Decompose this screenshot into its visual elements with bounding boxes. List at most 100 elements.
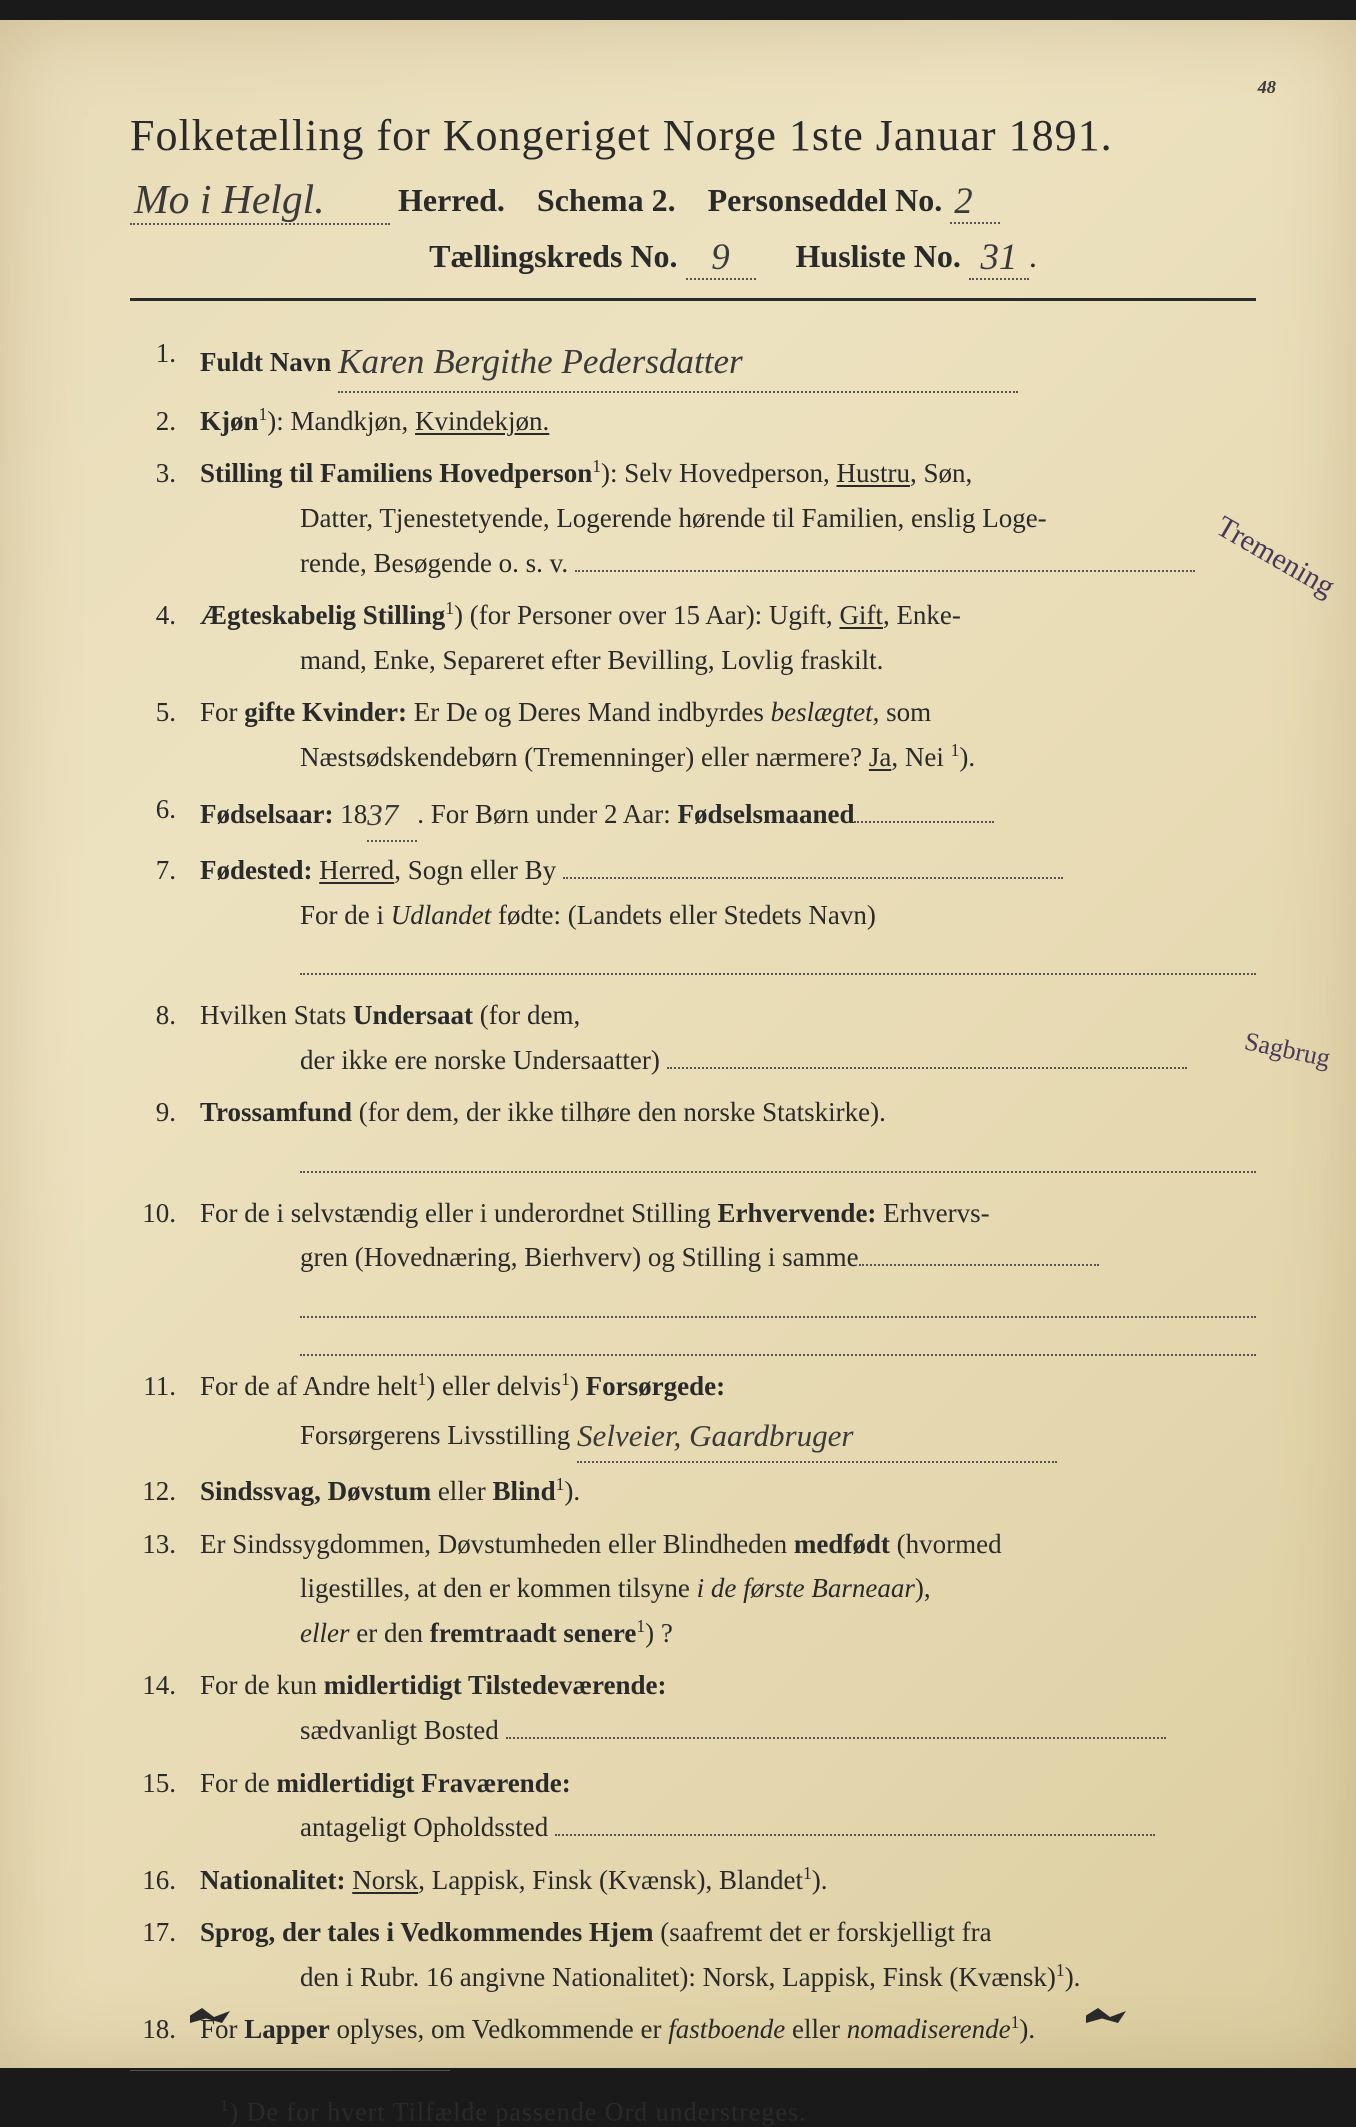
footnote-ref: 1: [592, 456, 601, 476]
field-text: ): Selv Hovedperson,: [601, 458, 836, 488]
herred-handwritten: Mo i Helgl.: [130, 175, 390, 225]
page-number-annotation: 48: [1258, 77, 1276, 98]
field-label: Stilling til Familiens Hovedperson: [200, 458, 592, 488]
row-number: 4.: [140, 593, 200, 682]
row-5-related: 5. For gifte Kvinder: Er De og Deres Man…: [140, 690, 1256, 779]
field-text: Er Sindssygdommen, Døvstumheden eller Bl…: [200, 1529, 794, 1559]
husliste-number: 31: [969, 235, 1029, 280]
footnote-text: ) De for hvert Tilfælde passende Ord und…: [229, 2097, 806, 2126]
header-line-kreds: Tællingskreds No. 9 Husliste No. 31.: [130, 233, 1256, 278]
field-label: Fødselsmaaned: [677, 799, 854, 829]
row-number: 10.: [140, 1191, 200, 1356]
form-body: 1. Fuldt Navn Karen Bergithe Pedersdatte…: [130, 331, 1256, 2052]
name-handwritten: Karen Bergithe Pedersdatter: [338, 333, 1018, 393]
blank-line: [300, 1135, 1256, 1173]
row-3-relation: 3. Stilling til Familiens Hovedperson1):…: [140, 451, 1256, 585]
row-number: 15.: [140, 1761, 200, 1850]
continuation-line: sædvanligt Bosted: [200, 1708, 1256, 1753]
husliste-label: Husliste No.: [796, 238, 961, 274]
kreds-number: 9: [686, 235, 756, 280]
field-text: Hvilken Stats: [200, 1000, 353, 1030]
row-16-nationality: 16. Nationalitet: Norsk, Lappisk, Finsk …: [140, 1858, 1256, 1903]
field-label: Fødested:: [200, 855, 312, 885]
field-text: , Søn,: [910, 458, 972, 488]
continuation-line: Forsørgerens Livsstilling Selveier, Gaar…: [200, 1408, 1256, 1461]
row-7-birthplace: 7. Fødested: Herred, Sogn eller By For d…: [140, 848, 1256, 975]
field-label: Forsørgede:: [586, 1371, 725, 1401]
footnote: 1) De for hvert Tilfælde passende Ord un…: [130, 2096, 1256, 2127]
field-text: eller: [431, 1476, 492, 1506]
blank-line: [300, 1318, 1256, 1356]
row-14-temp-present: 14. For de kun midlertidigt Tilstedevære…: [140, 1663, 1256, 1752]
field-text: ).: [1019, 2014, 1035, 2044]
italic-text: beslægtet: [771, 697, 873, 727]
form-title: Folketælling for Kongeriget Norge 1ste J…: [130, 110, 1256, 161]
row-17-language: 17. Sprog, der tales i Vedkommendes Hjem…: [140, 1910, 1256, 1999]
field-text: For de kun: [200, 1670, 324, 1700]
field-text: (for dem, der ikke tilhøre den norske St…: [352, 1097, 886, 1127]
field-text: (hvormed: [890, 1529, 1002, 1559]
census-form-page: 48 Tremening Sagbrug Folketælling for Ko…: [0, 20, 1356, 2068]
continuation-line: Næstsødskendebørn (Tremenninger) eller n…: [200, 735, 1256, 780]
field-text: ): [570, 1371, 586, 1401]
field-text: ) eller delvis: [426, 1371, 561, 1401]
field-label: gifte Kvinder:: [244, 697, 407, 727]
field-label: Erhvervende:: [717, 1198, 876, 1228]
continuation-line: der ikke ere norske Undersaatter): [200, 1038, 1256, 1083]
row-number: 7.: [140, 848, 200, 975]
italic-text: nomadiserende: [847, 2014, 1011, 2044]
field-text: oplyses, om Vedkommende er: [330, 2014, 668, 2044]
row-1-name: 1. Fuldt Navn Karen Bergithe Pedersdatte…: [140, 331, 1256, 391]
field-label: Fuldt Navn: [200, 347, 331, 377]
row-number: 13.: [140, 1522, 200, 1656]
field-label: Undersaat: [353, 1000, 473, 1030]
continuation-line: mand, Enke, Separeret efter Bevilling, L…: [200, 638, 1256, 683]
field-label: midlertidigt Tilstedeværende:: [324, 1670, 667, 1700]
row-number: 2.: [140, 399, 200, 444]
field-label: Trossamfund: [200, 1097, 352, 1127]
footnote-divider: [130, 2070, 450, 2071]
row-number: 3.: [140, 451, 200, 585]
provider-handwritten: Selveier, Gaardbruger: [577, 1410, 1057, 1463]
row-number: 9.: [140, 1090, 200, 1172]
row-12-disability: 12. Sindssvag, Døvstum eller Blind1).: [140, 1469, 1256, 1514]
row-number: 8.: [140, 993, 200, 1082]
herred-label: Herred.: [398, 182, 505, 219]
kreds-label: Tællingskreds No.: [429, 238, 677, 274]
field-text: For de i selvstændig eller i underordnet…: [200, 1198, 717, 1228]
row-number: 11.: [140, 1364, 200, 1462]
selected-option: Hustru: [837, 458, 911, 488]
selected-option: Kvindekjøn.: [415, 406, 549, 436]
row-9-religion: 9. Trossamfund (for dem, der ikke tilhør…: [140, 1090, 1256, 1172]
header-line-herred: Mo i Helgl. Herred. Schema 2. Personsedd…: [130, 173, 1256, 223]
row-number: 1.: [140, 331, 200, 391]
row-4-marital: 4. Ægteskabelig Stilling1) (for Personer…: [140, 593, 1256, 682]
blank-line: [300, 938, 1256, 976]
continuation-line: antageligt Opholdssted: [200, 1805, 1256, 1850]
field-text: (for dem,: [473, 1000, 580, 1030]
row-8-citizenship: 8. Hvilken Stats Undersaat (for dem, der…: [140, 993, 1256, 1082]
italic-text: fastboende: [668, 2014, 785, 2044]
field-text: , Sogn eller By: [394, 855, 556, 885]
field-label: Nationalitet:: [200, 1865, 345, 1895]
field-text: For: [200, 697, 244, 727]
footnote-marker: 1: [220, 2096, 229, 2115]
field-label: Fødselsaar:: [200, 799, 333, 829]
field-text: ).: [564, 1476, 580, 1506]
field-label: Sprog, der tales i Vedkommendes Hjem: [200, 1917, 654, 1947]
field-label: Kjøn: [200, 406, 259, 436]
continuation-line: rende, Besøgende o. s. v.: [200, 541, 1256, 586]
continuation-line: eller er den fremtraadt senere1) ?: [200, 1611, 1256, 1656]
row-6-birthyear: 6. Fødselsaar: 1837. For Børn under 2 Aa…: [140, 787, 1256, 840]
continuation-line: Datter, Tjenestetyende, Logerende hørend…: [200, 496, 1256, 541]
field-text: , som: [873, 697, 932, 727]
field-text: . For Børn under 2 Aar:: [417, 799, 677, 829]
continuation-line: den i Rubr. 16 angivne Nationalitet): No…: [200, 1955, 1256, 2000]
schema-label: Schema 2.: [537, 182, 676, 219]
field-label: Blind: [493, 1476, 556, 1506]
birthyear-handwritten: 37: [367, 789, 417, 842]
row-number: 6.: [140, 787, 200, 840]
row-number: 18.: [140, 2007, 200, 2052]
row-10-occupation: 10. For de i selvstændig eller i underor…: [140, 1191, 1256, 1356]
row-number: 14.: [140, 1663, 200, 1752]
